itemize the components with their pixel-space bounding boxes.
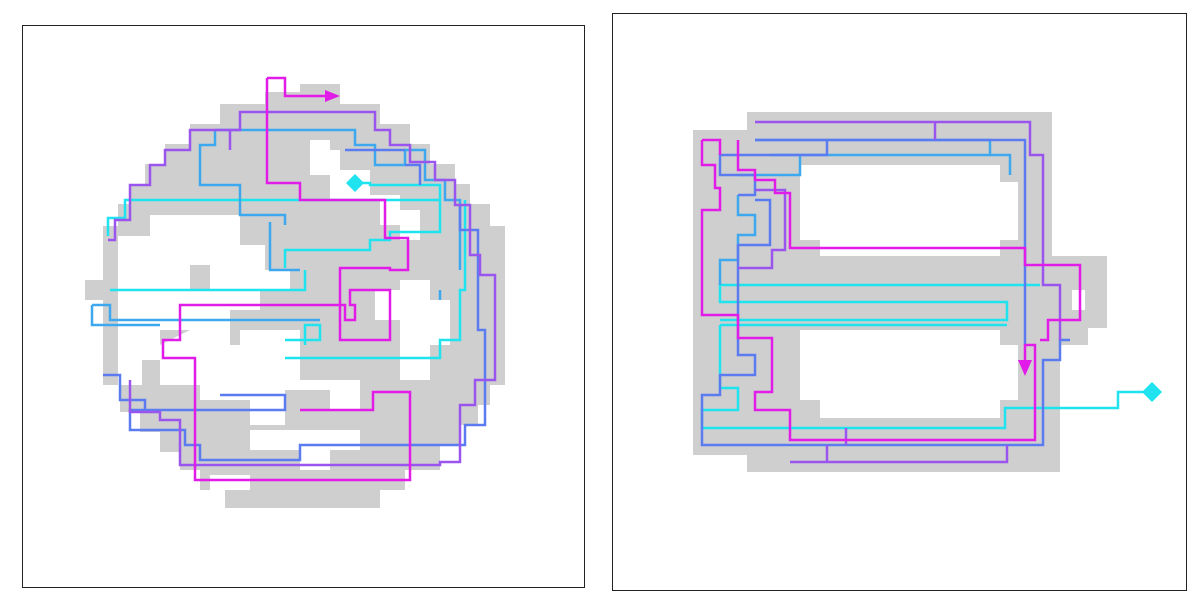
right-path-segment [700, 138, 1082, 442]
arrow-right-icon [325, 90, 340, 102]
left-path-segment [108, 110, 497, 467]
left-region-hole-outline [240, 330, 300, 345]
arrow-down-icon [1018, 360, 1032, 376]
right-diagram [693, 112, 1162, 472]
left-path-segment [106, 181, 467, 360]
left-path-segment [161, 76, 412, 482]
right-region [693, 112, 1107, 472]
right-region-shape [693, 112, 1107, 472]
diamond-icon [1142, 382, 1162, 402]
right-path-segment [718, 138, 1012, 285]
left-region-shape [85, 84, 505, 508]
right-path-segment [738, 120, 1062, 464]
left-path-segment [103, 148, 487, 462]
right-paths [700, 120, 1152, 464]
left-paths [90, 76, 497, 482]
left-diagram [85, 76, 505, 508]
diamond-icon [346, 174, 364, 192]
